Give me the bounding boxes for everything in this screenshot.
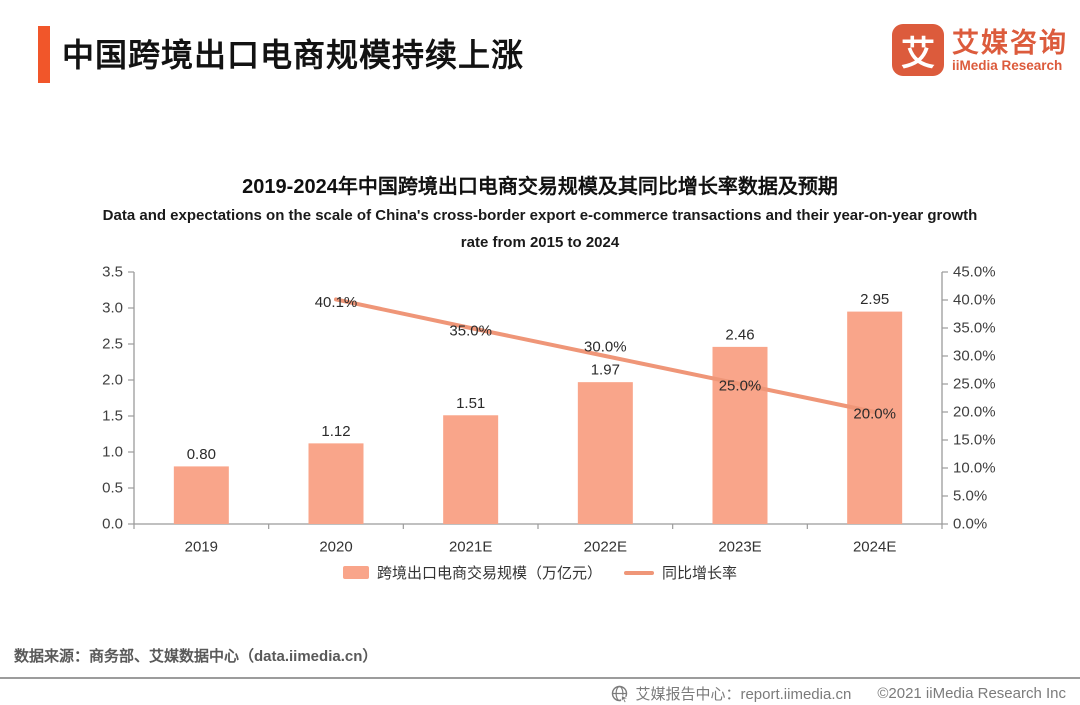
left-axis-tick-label: 1.0: [102, 444, 123, 461]
right-axis-tick-label: 20.0%: [953, 404, 996, 421]
legend-bar-swatch: [342, 566, 369, 579]
right-axis-tick-label: 5.0%: [953, 488, 987, 505]
left-axis-tick-label: 0.5: [102, 480, 123, 497]
right-axis-tick-label: 0.0%: [953, 516, 987, 533]
line-value-label: 20.0%: [853, 406, 896, 423]
x-axis-label-2022E: 2022E: [584, 539, 627, 556]
logo-text: 艾媒咨询 iiMedia Research: [952, 28, 1068, 73]
right-axis-tick-label: 40.0%: [953, 292, 996, 309]
legend-line-label: 同比增长率: [662, 565, 738, 582]
line-value-label: 35.0%: [449, 323, 492, 340]
copyright-text: ©2021 iiMedia Research Inc: [877, 685, 1066, 702]
right-axis-tick-label: 35.0%: [953, 320, 996, 337]
footer-bar: 艾媒报告中心：report.iimedia.cn ©2021 iiMedia R…: [611, 683, 1066, 704]
line-value-label: 40.1%: [315, 294, 358, 311]
bar-2021E: [443, 415, 499, 524]
bar-2024E: [847, 311, 903, 524]
right-axis-tick-label: 45.0%: [953, 264, 996, 281]
bar-value-label: 1.51: [456, 395, 485, 412]
left-axis-tick-label: 1.5: [102, 408, 123, 425]
globe-cursor-icon: [611, 685, 630, 703]
line-value-label: 30.0%: [584, 339, 627, 356]
logo-name-zh: 艾媒咨询: [952, 27, 1068, 58]
growth-rate-line: [334, 297, 877, 414]
logo-name-en: iiMedia Research: [952, 57, 1063, 73]
right-axis-tick-label: 10.0%: [953, 460, 996, 477]
x-axis-label-2024E: 2024E: [853, 539, 896, 556]
chart-title: 2019-2024年中国跨境出口电商交易规模及其同比增长率数据及预期: [242, 176, 838, 198]
bar-value-label: 2.95: [860, 291, 889, 308]
line-value-label: 25.0%: [719, 378, 762, 395]
footer-divider: [0, 677, 1080, 679]
left-axis-tick-label: 2.5: [102, 336, 123, 353]
title-accent-bar: [38, 26, 50, 83]
data-source-note: 数据来源：商务部、艾媒数据中心（data.iimedia.cn）: [14, 648, 378, 665]
x-axis-label-2021E: 2021E: [449, 539, 492, 556]
legend-bar-label: 跨境出口电商交易规模（万亿元）: [376, 565, 602, 582]
left-axis-tick-label: 2.0: [102, 372, 123, 389]
chart-legend: 跨境出口电商交易规模（万亿元） 同比增长率: [0, 562, 1080, 583]
legend-line-swatch: [624, 570, 654, 575]
x-axis-label-2023E: 2023E: [718, 539, 761, 556]
right-axis-tick-label: 30.0%: [953, 348, 996, 365]
bar-2022E: [577, 382, 633, 524]
left-axis-tick-label: 3.0: [102, 300, 123, 317]
right-axis-tick-label: 25.0%: [953, 376, 996, 393]
bar-value-label: 2.46: [725, 326, 754, 343]
iimedia-logo-icon: 艾: [892, 24, 944, 76]
bar-2020: [308, 443, 364, 524]
bar-2023E: [712, 346, 768, 524]
report-center-text: 艾媒报告中心：report.iimedia.cn: [635, 686, 852, 703]
chart-subtitle-line1: Data and expectations on the scale of Ch…: [102, 207, 978, 224]
left-axis-tick-label: 0.0: [102, 516, 123, 533]
bar-2019: [173, 466, 229, 524]
iimedia-logo: 艾 艾媒咨询 iiMedia Research: [892, 24, 1068, 76]
bar-value-label: 1.12: [321, 423, 350, 440]
x-axis-label-2020: 2020: [319, 539, 352, 556]
page-title: 中国跨境出口电商规模持续上涨: [62, 37, 525, 73]
right-axis-tick-label: 15.0%: [953, 432, 996, 449]
left-axis-tick-label: 3.5: [102, 264, 123, 281]
x-axis-label-2019: 2019: [185, 539, 218, 556]
bar-value-label: 0.80: [187, 446, 216, 463]
chart-subtitle-line2: rate from 2015 to 2024: [460, 234, 620, 251]
bar-value-label: 1.97: [591, 362, 620, 379]
